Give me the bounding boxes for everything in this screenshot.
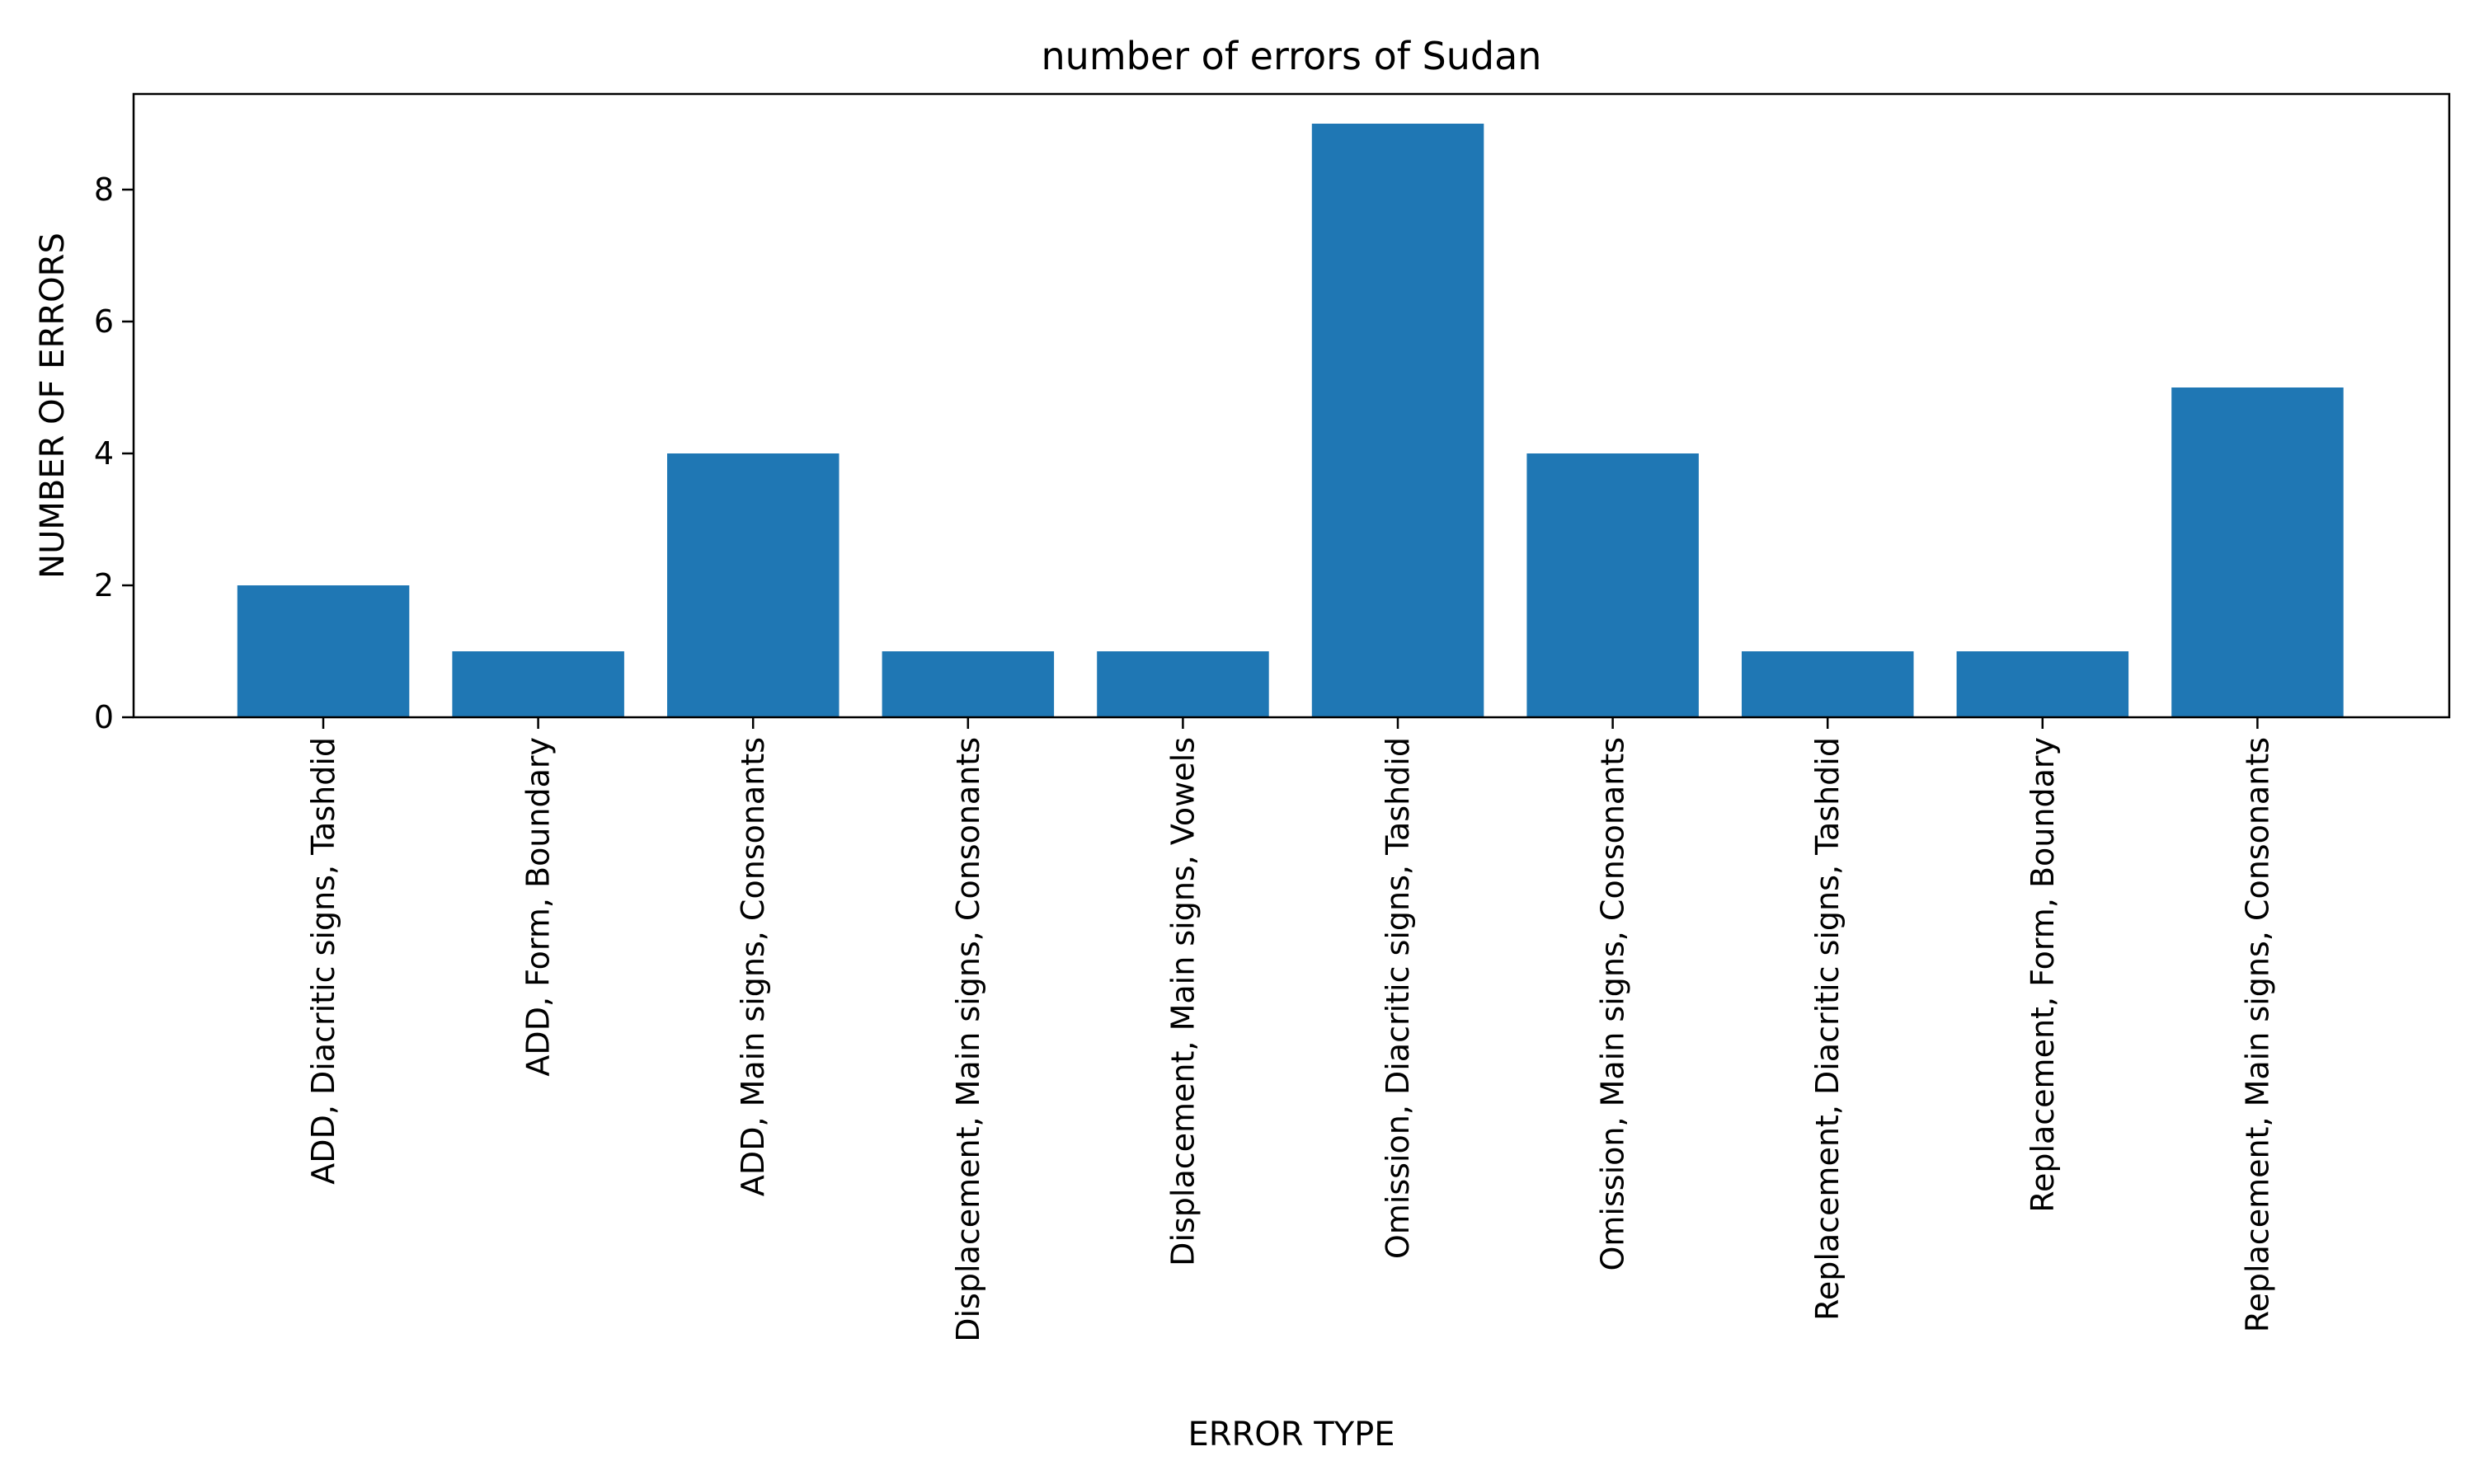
bar [1956, 651, 2129, 717]
chart-title: number of errors of Sudan [1042, 34, 1542, 78]
x-axis-ticks: ADD, Diacritic signs, Tashdid ADD, Form, … [305, 717, 2275, 1342]
x-axis-label: ERROR TYPE [1188, 1416, 1395, 1453]
x-tick-label: Omission, Main signs, Consonants [1595, 737, 1631, 1271]
y-axis-ticks: 0 2 4 6 8 [94, 171, 134, 735]
bar [1097, 651, 1269, 717]
y-tick-label: 4 [94, 435, 114, 472]
x-tick-label: ADD, Diacritic signs, Tashdid [305, 737, 341, 1185]
x-tick-label: Replacement, Main signs, Consonants [2239, 737, 2275, 1332]
plot-frame [132, 92, 2451, 719]
bars-layer [237, 124, 2344, 717]
x-tick-label: Replacement, Form, Boundary [2025, 737, 2061, 1213]
bar [2171, 387, 2344, 717]
bar [667, 453, 840, 717]
x-tick-label: Omission, Diacritic signs, Tashdid [1380, 737, 1416, 1259]
y-tick-label: 6 [94, 303, 114, 340]
y-tick-label: 8 [94, 171, 114, 208]
bar [1742, 651, 1914, 717]
y-axis-label: NUMBER OF ERRORS [34, 232, 72, 579]
x-tick-label: Replacement, Diacritic signs, Tashdid [1809, 737, 1846, 1321]
bar [1526, 453, 1699, 717]
x-tick-label: Displacement, Main signs, Consonants [950, 737, 986, 1342]
bar [882, 651, 1055, 717]
y-tick-label: 0 [94, 699, 114, 735]
y-tick-label: 2 [94, 567, 114, 603]
x-tick-label: ADD, Form, Boundary [520, 737, 557, 1077]
bar [237, 585, 410, 717]
x-tick-label: Displacement, Main signs, Vowels [1164, 737, 1201, 1266]
bar [452, 651, 624, 717]
bar [1311, 124, 1484, 717]
x-tick-label: ADD, Main signs, Consonants [735, 737, 771, 1196]
